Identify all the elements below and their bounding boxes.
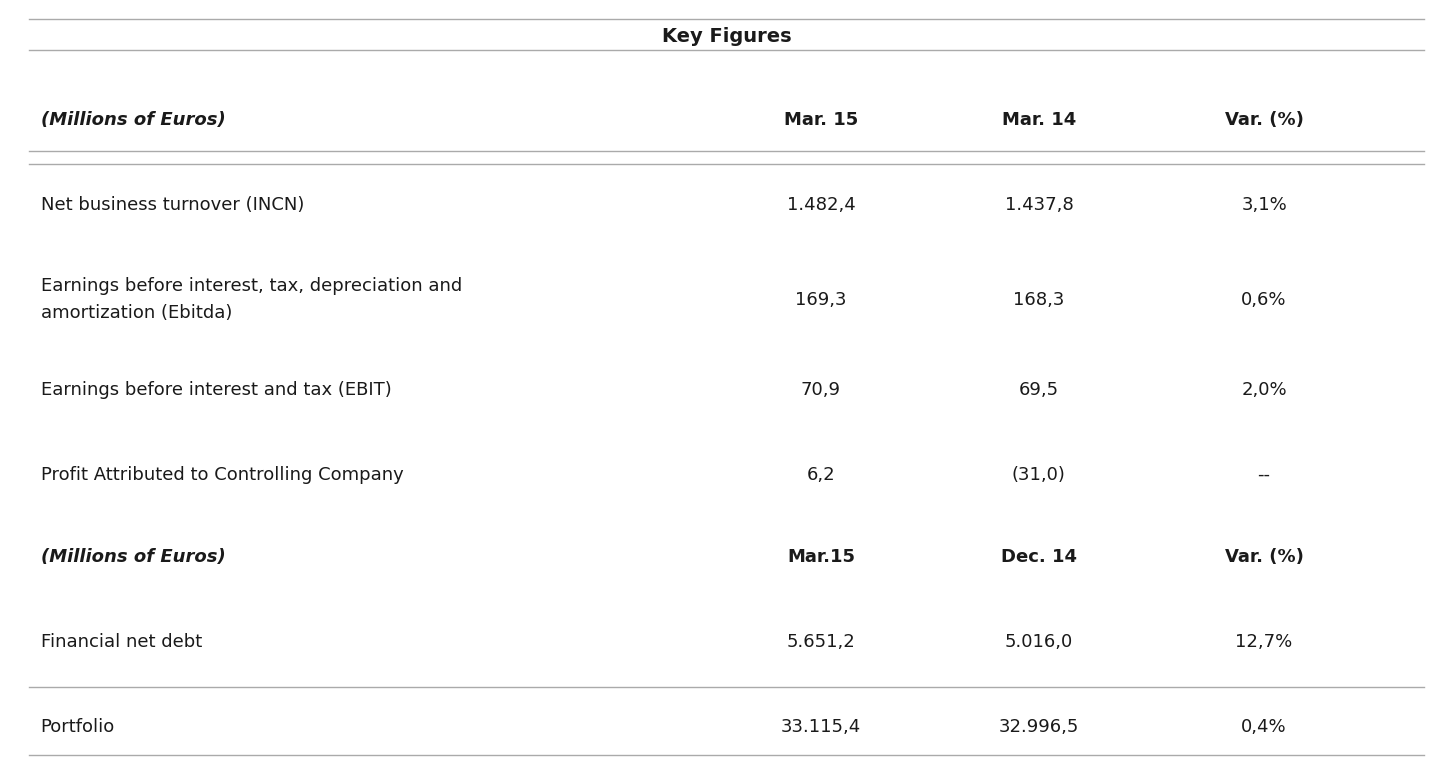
Text: 32.996,5: 32.996,5 <box>998 718 1080 736</box>
Text: Key Figures: Key Figures <box>661 27 792 46</box>
Text: 6,2: 6,2 <box>806 466 835 484</box>
Text: 12,7%: 12,7% <box>1235 633 1293 652</box>
Text: 169,3: 169,3 <box>795 290 847 309</box>
Text: 0,6%: 0,6% <box>1241 290 1287 309</box>
Text: 70,9: 70,9 <box>801 381 841 399</box>
Text: (Millions of Euros): (Millions of Euros) <box>41 548 225 567</box>
Text: Financial net debt: Financial net debt <box>41 633 202 652</box>
Text: 3,1%: 3,1% <box>1241 195 1287 214</box>
Text: Mar. 15: Mar. 15 <box>783 110 859 129</box>
Text: (31,0): (31,0) <box>1011 466 1067 484</box>
Text: (Millions of Euros): (Millions of Euros) <box>41 110 225 129</box>
Text: 168,3: 168,3 <box>1013 290 1065 309</box>
Text: 5.016,0: 5.016,0 <box>1005 633 1072 652</box>
Text: 1.482,4: 1.482,4 <box>786 195 856 214</box>
Text: Earnings before interest and tax (EBIT): Earnings before interest and tax (EBIT) <box>41 381 391 399</box>
Text: Var. (%): Var. (%) <box>1225 110 1303 129</box>
Text: Profit Attributed to Controlling Company: Profit Attributed to Controlling Company <box>41 466 404 484</box>
Text: --: -- <box>1258 466 1270 484</box>
Text: Mar. 14: Mar. 14 <box>1001 110 1077 129</box>
Text: Portfolio: Portfolio <box>41 718 115 736</box>
Text: 69,5: 69,5 <box>1019 381 1059 399</box>
Text: 0,4%: 0,4% <box>1241 718 1287 736</box>
Text: 5.651,2: 5.651,2 <box>786 633 856 652</box>
Text: 33.115,4: 33.115,4 <box>780 718 862 736</box>
Text: Mar.15: Mar.15 <box>788 548 854 567</box>
Text: Var. (%): Var. (%) <box>1225 548 1303 567</box>
Text: Dec. 14: Dec. 14 <box>1001 548 1077 567</box>
Text: Net business turnover (INCN): Net business turnover (INCN) <box>41 195 304 214</box>
Text: 1.437,8: 1.437,8 <box>1004 195 1074 214</box>
Text: Earnings before interest, tax, depreciation and
amortization (Ebitda): Earnings before interest, tax, depreciat… <box>41 277 462 322</box>
Text: 2,0%: 2,0% <box>1241 381 1287 399</box>
